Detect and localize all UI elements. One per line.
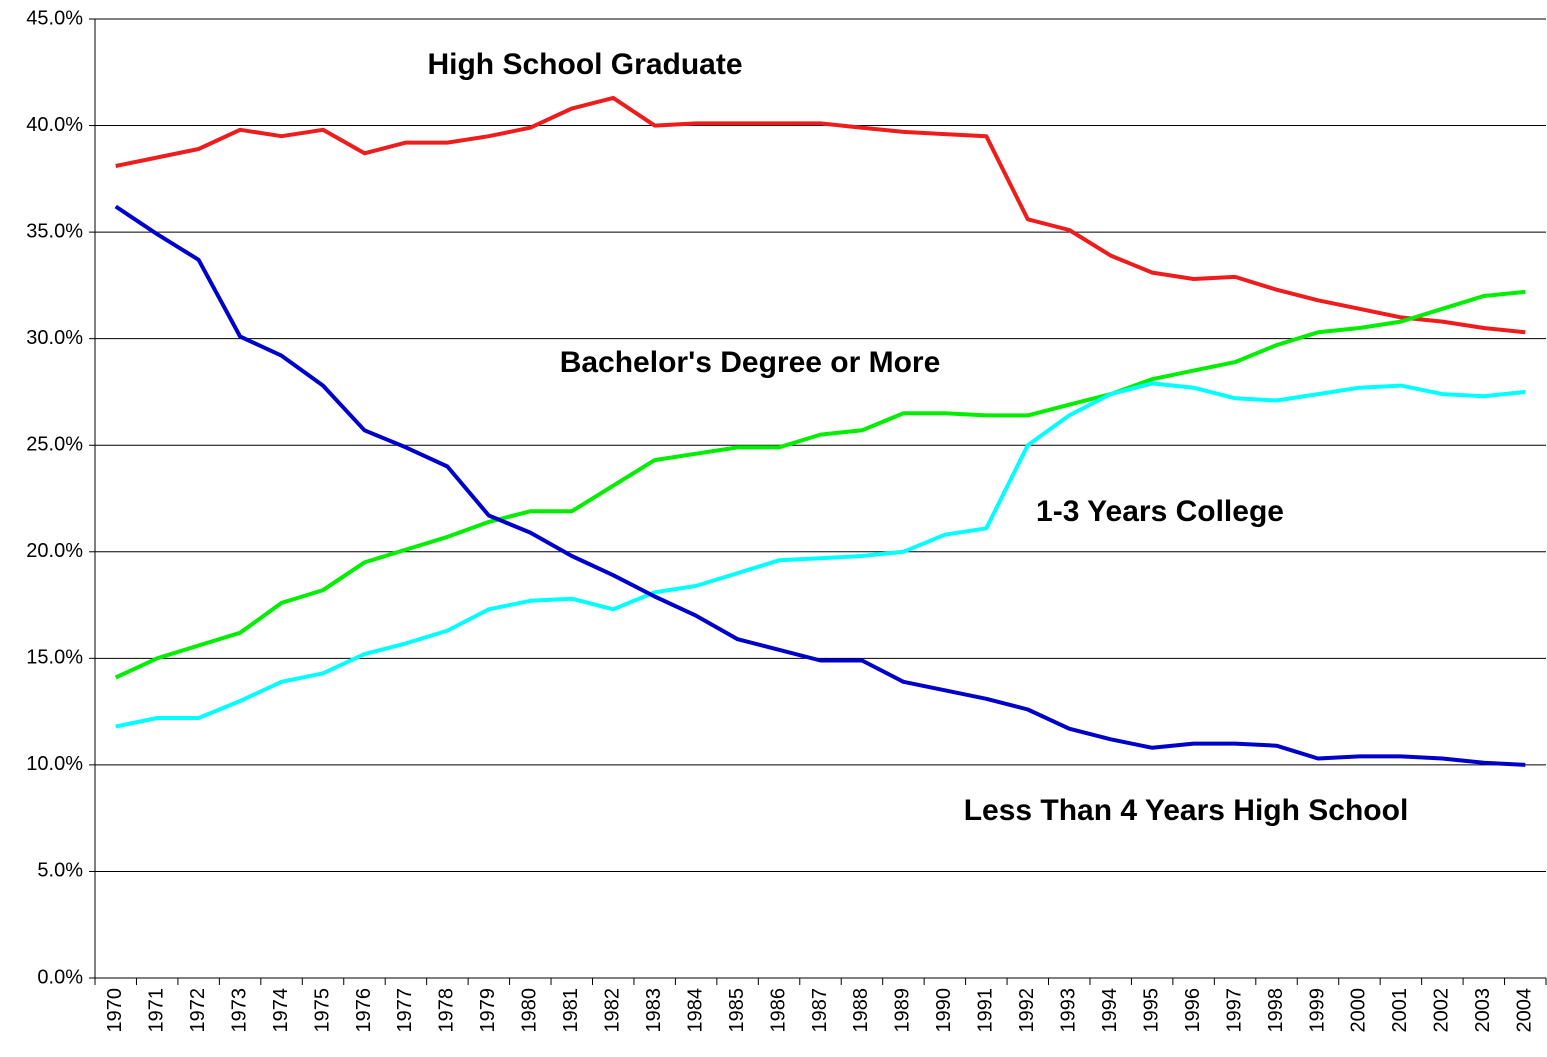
x-tick-label: 1991 [975, 988, 997, 1033]
y-tick-label: 45.0% [26, 7, 83, 29]
x-tick-label: 1988 [850, 988, 872, 1033]
y-tick-label: 0.0% [37, 966, 83, 988]
x-tick-label: 1994 [1099, 988, 1121, 1033]
x-tick-label: 1976 [353, 988, 375, 1033]
x-tick-label: 1986 [767, 988, 789, 1033]
series-label: High School Graduate [427, 48, 742, 81]
x-tick-label: 1995 [1140, 988, 1162, 1033]
y-tick-label: 20.0% [26, 540, 83, 562]
x-tick-label: 1975 [311, 988, 333, 1033]
y-tick-label: 15.0% [26, 647, 83, 669]
y-tick-label: 40.0% [26, 114, 83, 136]
series-label: 1-3 Years College [1036, 495, 1284, 528]
y-tick-label: 35.0% [26, 220, 83, 242]
x-tick-label: 1981 [560, 988, 582, 1033]
y-tick-label: 30.0% [26, 327, 83, 349]
series-line [114, 204, 1526, 767]
x-tick-label: 1992 [1016, 988, 1038, 1033]
x-tick-label: 1978 [436, 988, 458, 1033]
x-tick-label: 1980 [519, 988, 541, 1033]
x-tick-label: 1972 [187, 988, 209, 1033]
y-tick-label: 5.0% [37, 860, 83, 882]
x-tick-label: 1977 [394, 988, 416, 1033]
series-line [115, 381, 1526, 729]
x-tick-label: 1984 [684, 988, 706, 1033]
y-tick-label: 25.0% [26, 434, 83, 456]
series-label: Bachelor's Degree or More [560, 346, 941, 379]
x-tick-label: 1999 [1306, 988, 1328, 1033]
x-tick-label: 2002 [1431, 988, 1453, 1033]
x-tick-label: 1987 [809, 988, 831, 1033]
x-tick-label: 1990 [933, 988, 955, 1033]
x-tick-label: 2004 [1514, 988, 1536, 1033]
x-tick-label: 1982 [601, 988, 623, 1033]
x-tick-label: 1993 [1058, 988, 1080, 1033]
x-tick-label: 2000 [1348, 988, 1370, 1033]
x-tick-label: 1970 [104, 988, 126, 1033]
x-tick-label: 2001 [1389, 988, 1411, 1033]
x-tick-label: 1985 [726, 988, 748, 1033]
y-tick-label: 10.0% [26, 753, 83, 775]
series-label: Less Than 4 Years High School [964, 794, 1409, 827]
x-tick-label: 1971 [145, 988, 167, 1033]
x-tick-label: 1973 [228, 988, 250, 1033]
x-tick-label: 1998 [1265, 988, 1287, 1033]
x-tick-label: 2003 [1472, 988, 1494, 1033]
x-tick-label: 1979 [477, 988, 499, 1033]
x-tick-label: 1974 [270, 988, 292, 1033]
series-line [114, 289, 1526, 680]
x-tick-label: 1997 [1223, 988, 1245, 1033]
x-tick-label: 1983 [643, 988, 665, 1033]
series-line [115, 95, 1526, 335]
x-tick-label: 1989 [892, 988, 914, 1033]
x-tick-label: 1996 [1182, 988, 1204, 1033]
